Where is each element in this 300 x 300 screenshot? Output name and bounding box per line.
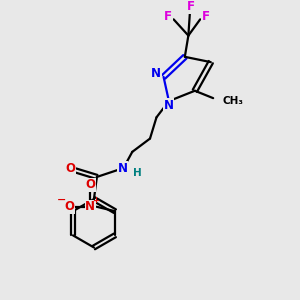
Text: F: F bbox=[186, 0, 194, 14]
Text: O: O bbox=[65, 163, 75, 176]
Text: F: F bbox=[202, 11, 209, 23]
Text: N: N bbox=[118, 162, 128, 175]
Text: O: O bbox=[64, 200, 74, 213]
Text: CH₃: CH₃ bbox=[222, 95, 243, 106]
Text: H: H bbox=[133, 167, 142, 178]
Text: O: O bbox=[85, 178, 95, 191]
Text: −: − bbox=[57, 195, 67, 205]
Text: N: N bbox=[85, 200, 95, 213]
Text: N: N bbox=[151, 68, 161, 80]
Text: F: F bbox=[164, 10, 172, 23]
Text: +: + bbox=[92, 196, 99, 205]
Text: N: N bbox=[164, 99, 174, 112]
